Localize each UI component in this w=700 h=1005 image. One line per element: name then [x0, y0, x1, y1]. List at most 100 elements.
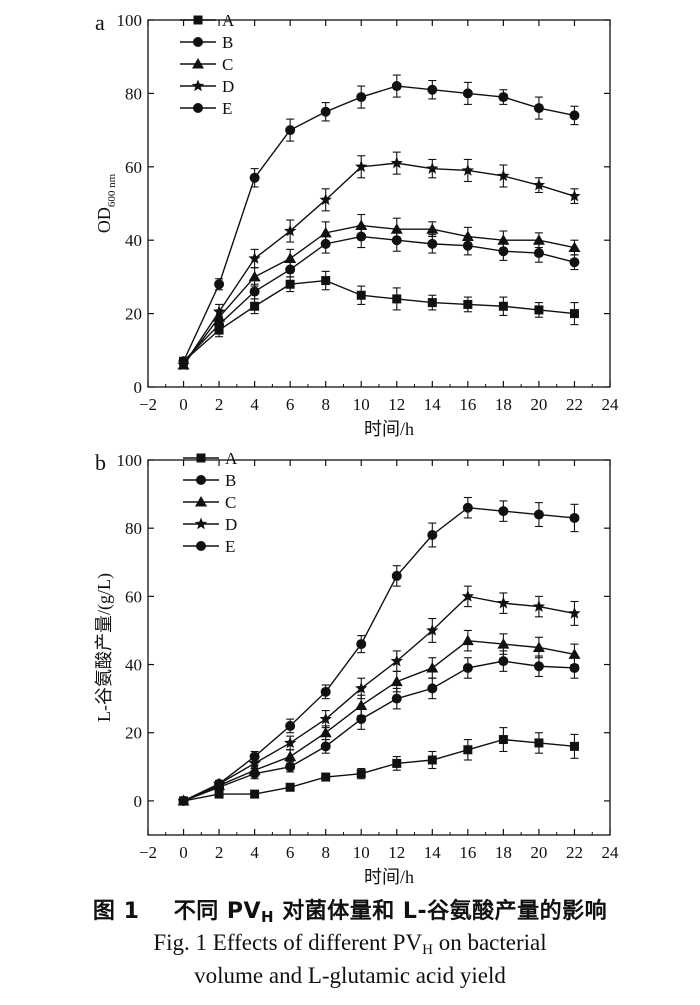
data-point-E: [391, 81, 402, 92]
y-tick-label: 20: [125, 305, 142, 324]
data-point-C: [284, 252, 297, 264]
data-point-E: [391, 570, 402, 581]
x-tick-label: 8: [321, 395, 330, 414]
data-point-E: [498, 92, 509, 103]
data-point-A: [356, 290, 366, 300]
x-tick-label: 6: [286, 395, 295, 414]
data-point-D: [497, 169, 510, 182]
y-tick-label: 0: [134, 378, 143, 397]
series-E: [178, 74, 580, 367]
series-line-D: [182, 162, 575, 366]
x-tick-label: 12: [388, 395, 405, 414]
data-point-E: [320, 686, 331, 697]
x-tick-label: 0: [179, 843, 188, 862]
x-tick-label: 24: [602, 843, 620, 862]
series-line-B: [183, 660, 575, 802]
data-point-C: [355, 219, 368, 231]
x-tick-label: −2: [139, 843, 157, 862]
caption-en-text-b: on bacterial: [432, 930, 547, 955]
data-point-D: [426, 623, 439, 636]
data-point-D: [568, 189, 581, 202]
data-point-D: [248, 756, 261, 769]
series-line-A: [183, 279, 575, 362]
data-point-E: [178, 356, 189, 367]
data-point-D: [248, 252, 261, 264]
data-point-E: [249, 172, 260, 183]
data-point-D: [390, 654, 403, 667]
x-tick-label: 22: [566, 843, 583, 862]
data-point-E: [533, 509, 544, 520]
data-point-E: [427, 84, 438, 95]
data-point-D: [461, 163, 475, 176]
x-tick-label: 12: [388, 843, 405, 862]
y-tick-label: 0: [134, 792, 143, 811]
data-point-A: [392, 758, 402, 768]
legend-label-E: E: [222, 99, 232, 118]
data-point-C: [390, 675, 403, 687]
data-point-B: [391, 693, 402, 704]
legend-label-D: D: [225, 515, 237, 534]
data-point-E: [569, 512, 580, 523]
data-point-C: [497, 234, 510, 245]
data-point-D: [390, 156, 403, 169]
series-B: [178, 224, 580, 367]
data-point-C: [426, 223, 439, 234]
y-tick-label: 100: [117, 451, 143, 470]
caption-cn-text-a: 不同 PV: [173, 899, 262, 924]
caption-en-text-a: Fig. 1 Effects of different PV: [153, 930, 423, 955]
legend-label-C: C: [225, 493, 236, 512]
x-axis-label: 时间/h: [364, 867, 414, 887]
caption-cn-subscript: H: [261, 908, 275, 926]
data-point-A: [498, 735, 508, 745]
series-line-E: [182, 85, 575, 362]
caption-english-line-1: Fig. 1 Effects of different PVH on bacte…: [0, 930, 700, 959]
caption-en-subscript: H: [422, 942, 433, 958]
data-point-B: [285, 264, 296, 275]
series-A: [179, 270, 579, 366]
y-axis-label: L-谷氨酸产量/(g/L): [94, 573, 115, 722]
data-point-E: [356, 92, 367, 103]
chart-panel-a: −2 0 2 4 6 8 10 12 14 16 18 20 22 24020406080100a时间/h…: [94, 10, 619, 439]
y-axis-label-main: L-谷氨酸产量/(g/L): [94, 573, 115, 722]
x-tick-label: 16: [459, 395, 476, 414]
chart-panel-b: −2 0 2 4 6 8 10 12 14 16 18 20 22 24020406080100b时间/h…: [94, 449, 619, 887]
caption-chinese: 图 1 不同 PVH 对菌体量和 L-谷氨酸产量的影响: [0, 893, 700, 926]
series-E: [178, 496, 580, 806]
x-tick-label: 22: [566, 395, 583, 414]
legend-marker-D: [191, 79, 205, 92]
series-line-C: [183, 639, 575, 802]
data-point-A: [427, 755, 437, 765]
x-tick-label: 4: [250, 843, 259, 862]
data-point-E: [462, 502, 473, 513]
data-point-E: [427, 530, 438, 540]
data-point-A: [321, 772, 331, 782]
x-tick-label: 14: [424, 843, 442, 862]
x-tick-label: 6: [286, 843, 295, 862]
legend-marker-B: [196, 475, 206, 485]
data-point-A: [427, 298, 437, 308]
legend-label-E: E: [225, 537, 235, 556]
data-point-A: [285, 782, 295, 792]
data-point-D: [319, 712, 332, 725]
data-point-C: [568, 241, 581, 253]
x-tick-label: 14: [424, 395, 442, 414]
legend-marker-E: [193, 103, 203, 113]
legend-label-B: B: [225, 471, 236, 490]
data-point-B: [533, 661, 544, 672]
data-point-D: [426, 162, 439, 174]
x-axis-label: 时间/h: [364, 419, 414, 439]
legend-marker-C: [192, 58, 204, 69]
data-point-A: [463, 299, 473, 309]
x-tick-label: 2: [215, 395, 224, 414]
series-line-A: [183, 738, 575, 802]
data-point-B: [320, 741, 331, 752]
caption-cn-text-b: 对菌体量和 L-谷氨酸产量的影响: [274, 899, 608, 924]
data-point-A: [569, 741, 579, 751]
x-tick-label: 18: [495, 395, 512, 414]
legend-marker-E: [196, 541, 206, 551]
data-point-A: [321, 276, 331, 286]
data-point-D: [212, 305, 226, 318]
data-point-A: [214, 789, 224, 799]
data-point-B: [569, 662, 580, 673]
